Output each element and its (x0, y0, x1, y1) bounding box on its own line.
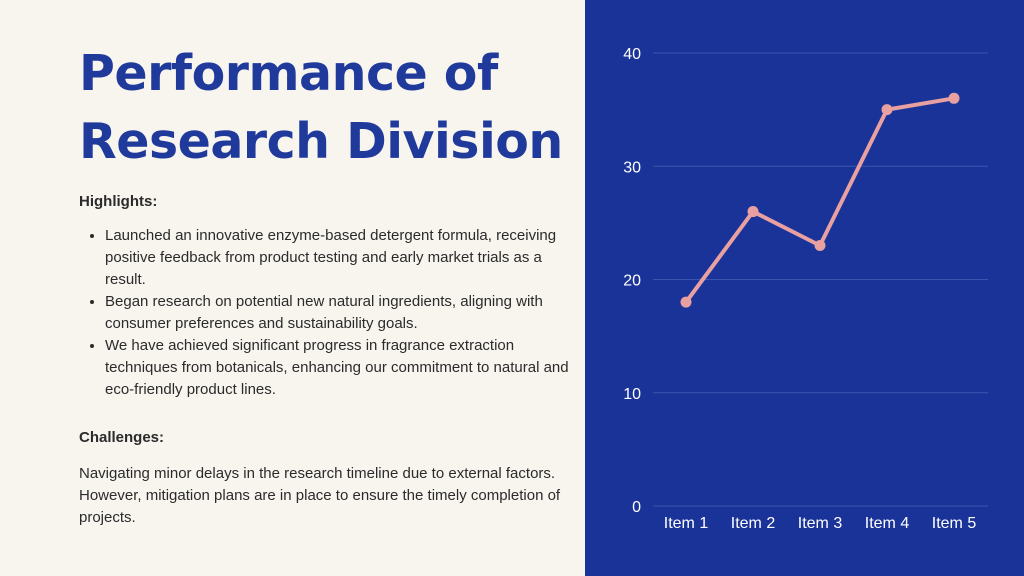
x-tick-label: Item 5 (932, 515, 977, 532)
highlights-label: Highlights: (79, 193, 158, 210)
x-tick-label: Item 1 (664, 515, 709, 532)
chart-grid (653, 52, 988, 507)
data-point (680, 296, 692, 308)
challenges-label: Challenges: (79, 429, 165, 446)
data-point (814, 240, 826, 252)
highlight-item: We have achieved significant progress in… (105, 335, 579, 401)
highlights-list: Launched an innovative enzyme-based dete… (79, 225, 579, 401)
x-tick-label: Item 4 (865, 515, 910, 532)
y-tick-label: 0 (632, 499, 641, 516)
challenges-text: Navigating minor delays in the research … (79, 465, 561, 526)
x-tick-label: Item 2 (731, 515, 776, 532)
y-tick-label: 40 (623, 46, 641, 63)
y-tick-label: 10 (623, 386, 641, 403)
page-title: Performance of Research Division (79, 45, 563, 170)
data-point (948, 92, 960, 104)
highlight-item: Launched an innovative enzyme-based dete… (105, 225, 579, 291)
x-tick-label: Item 3 (798, 515, 843, 532)
y-axis-ticks: 0 10 20 30 40 (623, 46, 641, 516)
series-line (684, 96, 955, 304)
y-tick-label: 20 (623, 273, 641, 290)
y-tick-label: 30 (623, 159, 641, 176)
data-point (747, 206, 759, 218)
highlight-item: Began research on potential new natural … (105, 291, 579, 335)
content-panel: Performance of Research Division Highlig… (0, 0, 585, 576)
x-axis-ticks: Item 1 Item 2 Item 3 Item 4 Item 5 (664, 515, 977, 532)
chart-series (680, 92, 960, 308)
line-chart: 0 10 20 30 40 Item 1 Item 2 Item 3 Item 4 Item 5 (623, 46, 988, 532)
data-point (881, 104, 893, 116)
